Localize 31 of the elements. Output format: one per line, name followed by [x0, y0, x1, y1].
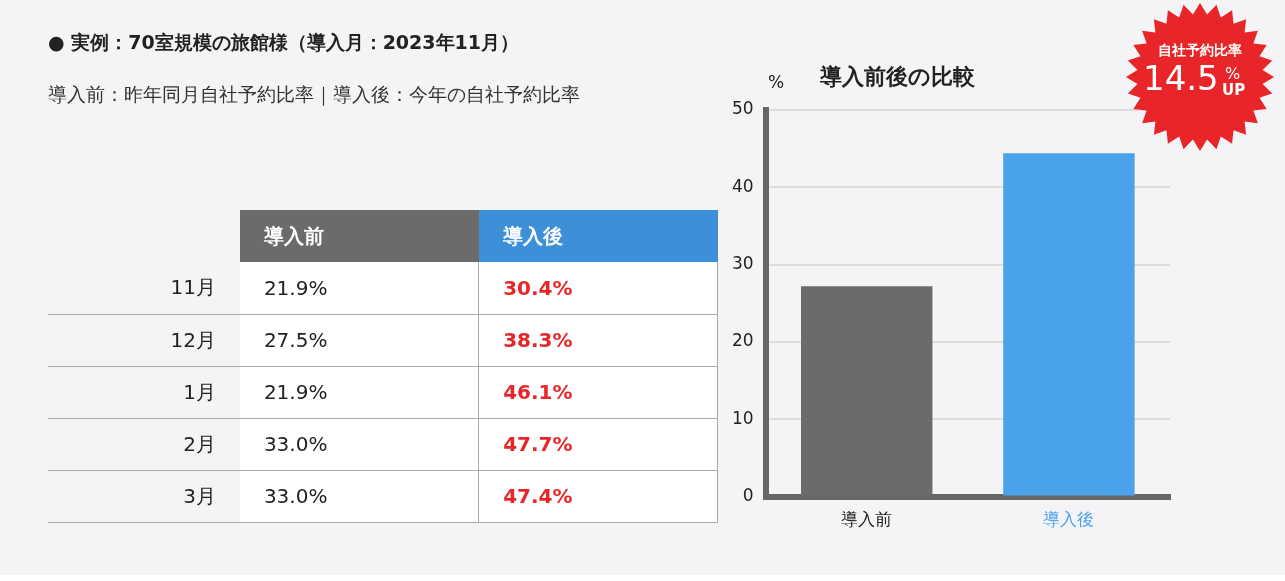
data-label: 46.1%	[478, 366, 718, 418]
series-label: 導入前	[239, 210, 479, 262]
text: ● 実例：70室規模の旅館様（導入月：2023年11月）	[48, 30, 520, 55]
y-tick-label: 50	[731, 98, 754, 119]
y-tick-label: 30	[731, 253, 754, 274]
text: 14.5	[1143, 58, 1219, 98]
data-label: 47.4%	[478, 470, 718, 522]
data-label: 47.7%	[478, 418, 718, 470]
category-label: 3月	[182, 482, 217, 510]
y-tick-label: 10	[731, 407, 754, 428]
category-label: 11月	[169, 274, 217, 302]
category-label: 12月	[169, 326, 217, 354]
text: 自社予約比率	[1157, 42, 1243, 60]
series-label: 導入後	[478, 210, 718, 262]
text: 導入前：昨年同月自社予約比率｜導入後：今年の自社予約比率	[48, 82, 581, 108]
data-label: 27.5%	[239, 314, 479, 366]
y-axis-title: %	[768, 72, 785, 92]
data-label: 21.9%	[239, 366, 479, 418]
data-label: 33.0%	[239, 418, 479, 470]
category-label: 1月	[182, 378, 217, 406]
chart-title: 導入前後の比較	[820, 63, 975, 91]
y-tick-label: 20	[731, 330, 754, 351]
data-label: 33.0%	[239, 470, 479, 522]
data-label: 30.4%	[478, 262, 718, 314]
text: %	[1225, 64, 1241, 83]
text: UP	[1222, 81, 1246, 99]
category-label: 2月	[182, 430, 217, 458]
y-tick-label: 40	[731, 175, 754, 196]
y-tick-label: 0	[742, 485, 754, 506]
data-label: 38.3%	[478, 314, 718, 366]
data-label: 21.9%	[239, 262, 479, 314]
